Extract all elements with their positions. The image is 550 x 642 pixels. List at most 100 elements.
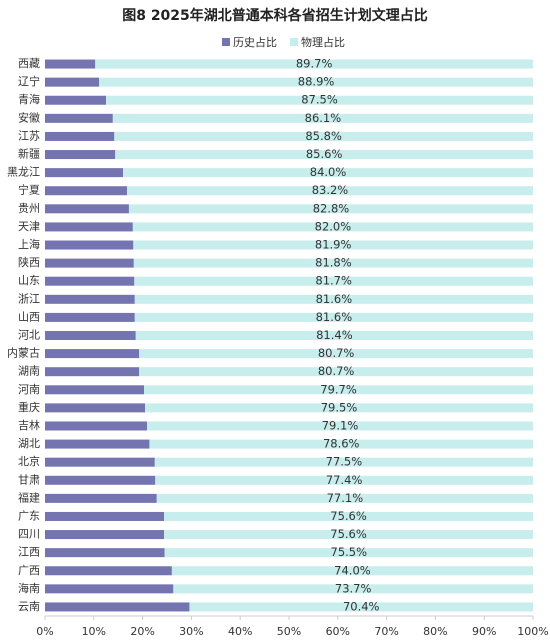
data-label: 70.4% (343, 599, 380, 613)
y-tick-label: 湖南 (18, 365, 40, 378)
data-label: 79.5% (321, 400, 358, 414)
chart-title: 图8 2025年湖北普通本科各省招生计划文理占比 (122, 7, 428, 24)
y-tick-label: 新疆 (18, 147, 40, 161)
bar-segment (144, 385, 533, 395)
bar-segment (126, 186, 533, 196)
y-tick-label: 辽宁 (18, 74, 40, 88)
bar-segment (45, 475, 156, 485)
bar-segment (189, 602, 533, 612)
data-label: 75.6% (330, 527, 367, 541)
x-tick-label: 60% (326, 625, 350, 638)
bar-segment (134, 294, 534, 304)
bar-segment (95, 59, 533, 69)
x-tick-label: 80% (423, 625, 447, 638)
data-label: 85.8% (305, 129, 342, 143)
bar-segment (45, 186, 127, 196)
bar-segment (139, 367, 533, 377)
bar-segment (164, 530, 533, 540)
bar-segment (45, 548, 165, 558)
bar-segment (99, 77, 533, 87)
y-tick-label: 广西 (18, 564, 40, 577)
bar-segment (171, 566, 533, 576)
y-tick-label: 安徽 (18, 110, 40, 124)
bar-segment (106, 95, 533, 105)
bar-segment (145, 403, 534, 413)
bar-segment (164, 548, 533, 558)
data-label: 79.7% (320, 382, 357, 396)
bar-segment (45, 276, 135, 286)
y-tick-label: 江苏 (18, 129, 40, 142)
y-tick-label: 河南 (18, 383, 40, 396)
y-tick-label: 陕西 (18, 255, 40, 269)
data-label: 77.4% (326, 473, 363, 487)
x-tick-label: 70% (374, 625, 398, 638)
bar-segment (45, 222, 133, 232)
data-label: 83.2% (312, 183, 349, 197)
y-tick-label: 宁夏 (18, 183, 40, 197)
data-label: 80.7% (318, 346, 355, 360)
bar-segment (45, 367, 140, 377)
y-tick-label: 重庆 (18, 400, 40, 414)
y-tick-label: 北京 (18, 454, 40, 468)
bar-segment (156, 493, 533, 503)
bar-segment (45, 150, 116, 160)
x-tick-label: 40% (228, 625, 252, 638)
bar-segment (164, 511, 533, 521)
bar-segment (134, 276, 533, 286)
data-label: 81.6% (316, 292, 353, 306)
bar-segment (133, 240, 533, 250)
x-tick-label: 90% (472, 625, 496, 638)
y-tick-label: 贵州 (18, 202, 40, 215)
y-tick-label: 河北 (18, 329, 40, 342)
data-label: 75.6% (330, 509, 367, 523)
data-label: 79.1% (322, 418, 359, 432)
y-tick-label: 吉林 (18, 418, 40, 432)
bar-segment (45, 331, 136, 340)
y-tick-label: 甘肃 (18, 473, 40, 486)
y-tick-label: 湖北 (18, 437, 40, 450)
data-label: 75.5% (331, 545, 368, 559)
y-tick-label: 内蒙古 (7, 346, 40, 360)
y-tick-label: 云南 (18, 600, 40, 613)
data-label: 77.5% (326, 455, 363, 469)
bar-segment (135, 331, 533, 340)
bar-segment (123, 168, 533, 178)
bar-segment (45, 403, 146, 413)
bar-segment (112, 113, 533, 123)
data-label: 88.9% (298, 75, 335, 89)
bar-segment (128, 204, 533, 214)
y-tick-label: 江西 (18, 546, 40, 559)
data-label: 74.0% (334, 563, 371, 577)
bar-segment (45, 566, 172, 576)
bar-segment (115, 150, 533, 160)
data-label: 85.6% (306, 147, 343, 161)
x-tick-label: 30% (179, 625, 203, 638)
bar-segment (146, 421, 533, 431)
bar-segment (45, 204, 129, 214)
bar-segment (132, 222, 533, 232)
data-label: 86.1% (305, 111, 342, 125)
y-tick-label: 山西 (18, 310, 40, 323)
bar-segment (45, 349, 140, 359)
data-label: 87.5% (301, 93, 338, 107)
y-tick-label: 海南 (18, 581, 40, 595)
data-label: 82.8% (313, 201, 350, 215)
bar-segment (45, 77, 100, 87)
y-tick-label: 四川 (18, 528, 40, 541)
data-label: 77.1% (327, 491, 364, 505)
data-label: 81.9% (315, 238, 352, 252)
data-label: 81.7% (315, 274, 352, 288)
bar-segment (45, 168, 124, 178)
bar-segment (139, 349, 533, 359)
x-tick-label: 50% (277, 625, 301, 638)
bar-segment (114, 131, 534, 141)
x-tick-label: 10% (82, 625, 106, 638)
y-tick-label: 天津 (18, 220, 40, 233)
y-tick-label: 福建 (18, 490, 40, 504)
x-tick-label: 100% (517, 625, 548, 638)
bar-segment (45, 312, 135, 322)
bar-segment (45, 457, 155, 467)
data-label: 89.7% (296, 57, 333, 71)
y-tick-label: 山东 (18, 274, 40, 287)
